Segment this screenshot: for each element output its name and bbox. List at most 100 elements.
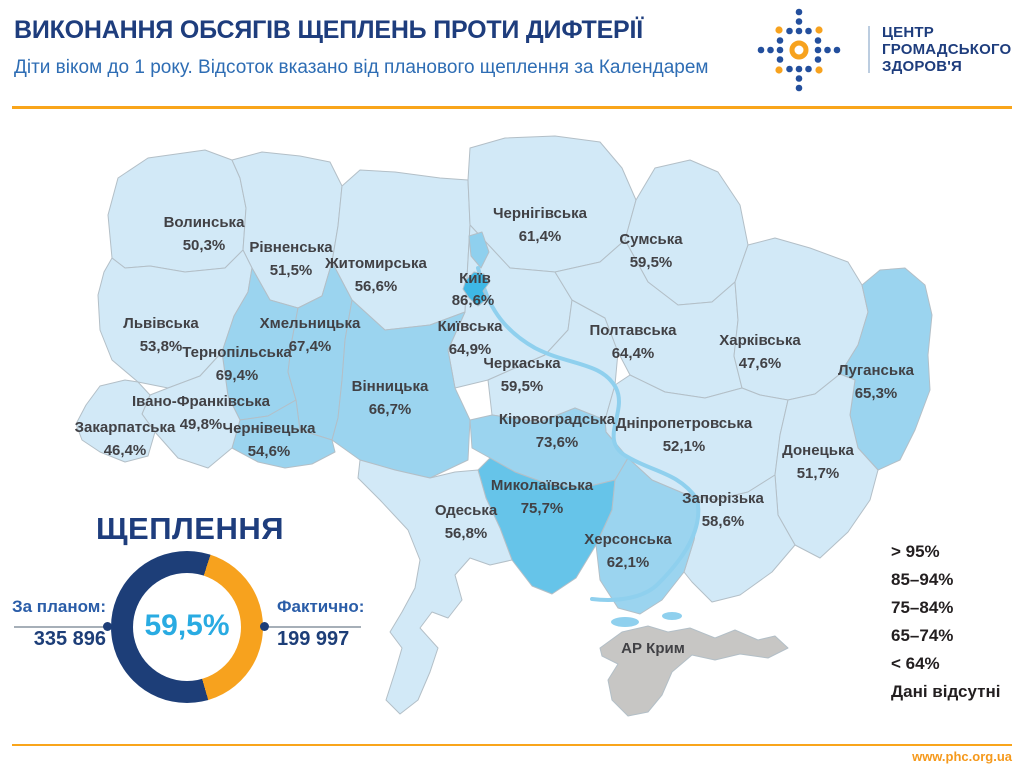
summary-heading: ЩЕПЛЕННЯ [95, 511, 285, 546]
region-label: Чернігівська [493, 205, 588, 222]
syvash-water [611, 617, 639, 627]
region-value: 73,6% [536, 434, 579, 451]
kyiv-reservoir-water [468, 231, 490, 269]
region-value: 53,8% [140, 338, 183, 355]
legend-label: > 95% [891, 542, 940, 561]
phc-logo-text: ЦЕНТР ГРОМАДСЬКОГО ЗДОРОВ'Я [882, 24, 1011, 75]
region-value: 56,6% [355, 278, 398, 295]
plan-connector-dot [103, 622, 112, 631]
fact-connector-dot [260, 622, 269, 631]
region-label: Вінницька [352, 378, 429, 395]
legend-row: 65–74% [827, 622, 1000, 650]
region-value: 67,4% [289, 338, 332, 355]
legend-row: Дані відсутні [827, 678, 1000, 706]
region-label: Одеська [435, 502, 498, 519]
legend-row: 75–84% [827, 594, 1000, 622]
region-value: 65,3% [855, 385, 898, 402]
region-value: 54,6% [248, 443, 291, 460]
region-donetsk [774, 373, 879, 559]
phc-logo-icon [752, 3, 846, 102]
map-legend: > 95% 85–94% 75–84% 65–74% < 64% Дані ві… [827, 538, 1000, 706]
region-label-crimea: АР Крим [621, 640, 685, 657]
region-label: Кіровоградська [499, 411, 616, 428]
region-value: 56,8% [445, 525, 488, 542]
region-label: Черкаська [483, 355, 561, 372]
legend-row: < 64% [827, 650, 1000, 678]
legend-swatch-lt64 [827, 650, 877, 678]
region-value: 86,6% [452, 292, 495, 309]
fact-connector-line [269, 626, 361, 628]
dnipro-river [476, 266, 701, 602]
region-luhansk [839, 267, 933, 471]
footer-divider [12, 744, 1012, 746]
syvash-water-2 [662, 612, 682, 620]
page-subtitle: Діти віком до 1 року. Відсоток вказано в… [14, 57, 709, 78]
region-label: Сумська [619, 231, 683, 248]
website-link: www.phc.org.ua [912, 749, 1012, 764]
region-label: Житомирська [324, 255, 427, 272]
region-volyn [107, 149, 247, 273]
region-label: Рівненська [249, 239, 333, 256]
region-value: 59,5% [501, 378, 544, 395]
legend-swatch-85-94 [827, 566, 877, 594]
region-label: Закарпатська [75, 419, 176, 436]
region-value: 46,4% [104, 442, 147, 459]
plan-connector-line [14, 626, 106, 628]
region-vinnytsia [331, 299, 471, 479]
region-label: Львівська [123, 315, 199, 332]
logo-line2: ГРОМАДСЬКОГО [882, 41, 1012, 58]
actual-value: 199 997 [277, 628, 350, 650]
region-label: Херсонська [584, 531, 672, 548]
region-label: Волинська [164, 214, 246, 231]
region-value: 64,4% [612, 345, 655, 362]
legend-label: 85–94% [891, 570, 954, 589]
region-value: 66,7% [369, 401, 412, 418]
region-label: Чернівецька [223, 420, 317, 437]
legend-row: > 95% [827, 538, 1000, 566]
region-label: Полтавська [589, 322, 677, 339]
region-label: Київська [438, 318, 504, 335]
region-value: 62,1% [607, 554, 650, 571]
region-value: 75,7% [521, 500, 564, 517]
region-value: 51,5% [270, 262, 313, 279]
region-label: Тернопільська [182, 344, 292, 361]
planned-value: 335 896 [33, 628, 106, 650]
region-label: Луганська [838, 362, 915, 379]
legend-row: 85–94% [827, 566, 1000, 594]
legend-label: < 64% [891, 654, 940, 673]
region-chernivtsi [231, 399, 336, 469]
logo-line1: ЦЕНТР [882, 24, 934, 41]
region-crimea [599, 625, 789, 717]
region-value: 50,3% [183, 237, 226, 254]
planned-label: За планом: [11, 597, 106, 616]
region-zakarpattia [75, 379, 156, 463]
legend-swatch-gt95 [827, 538, 877, 566]
legend-swatch-75-84 [827, 594, 877, 622]
region-label: Харківська [719, 332, 801, 349]
donut-chart [111, 551, 263, 703]
donut-percent: 59,5% [144, 609, 230, 642]
region-odesa [357, 459, 513, 715]
logo-separator [868, 26, 870, 73]
region-label: Івано-Франківська [132, 393, 271, 410]
region-kyiv-city [462, 271, 490, 307]
region-label: Дніпропетровська [616, 415, 753, 432]
legend-label: 75–84% [891, 598, 954, 617]
region-value: 47,6% [739, 355, 782, 372]
region-label: Хмельницька [260, 315, 361, 332]
logo-line3: ЗДОРОВ'Я [882, 58, 963, 75]
region-label: Миколаївська [491, 477, 594, 494]
legend-label: 65–74% [891, 626, 954, 645]
region-kherson [595, 457, 701, 615]
region-value: 59,5% [630, 254, 673, 271]
region-value: 64,9% [449, 341, 492, 358]
region-value: 61,4% [519, 228, 562, 245]
page-title: ВИКОНАННЯ ОБСЯГІВ ЩЕПЛЕНЬ ПРОТИ ДИФТЕРІЇ [14, 16, 643, 44]
region-value: 58,6% [702, 513, 745, 530]
region-label: Київ [459, 270, 491, 287]
region-label: Донецька [782, 442, 854, 459]
actual-label: Фактично: [277, 597, 365, 616]
region-label: Запорізька [682, 490, 764, 507]
region-value: 69,4% [216, 367, 259, 384]
